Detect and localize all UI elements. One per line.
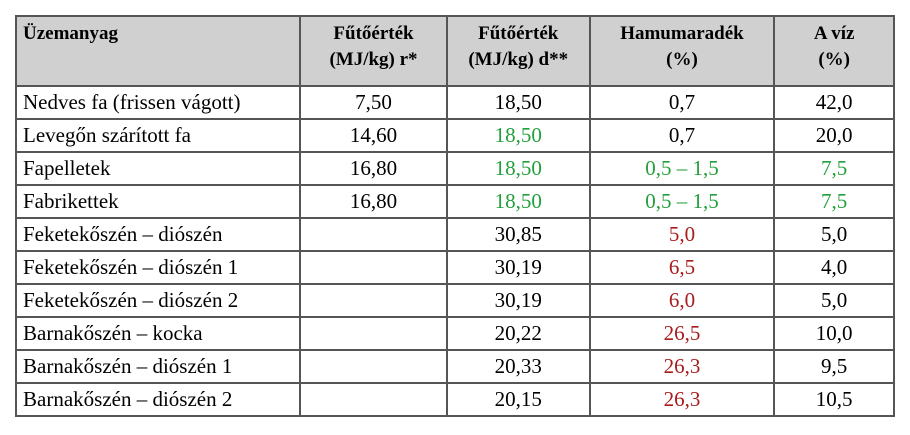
column-header: Fűtőérték (MJ/kg) d** bbox=[445, 15, 591, 87]
table-row: Levegőn szárított fa 14,60 18,50 0,7 20,0 bbox=[14, 118, 895, 153]
fuel-name: Feketekőszén – diószén 1 bbox=[14, 250, 302, 285]
table-cell: 7,5 bbox=[773, 151, 895, 186]
table-cell: 30,19 bbox=[445, 250, 591, 285]
table-row: Nedves fa (frissen vágott) 7,50 18,50 0,7 42… bbox=[14, 85, 895, 120]
table-cell: 7,5 bbox=[773, 184, 895, 219]
table-cell: 18,50 bbox=[445, 118, 591, 153]
header-row: Üzemanyag Fűtőérték (MJ/kg) r* Fűtőérték (… bbox=[14, 15, 895, 87]
fuel-name: Nedves fa (frissen vágott) bbox=[14, 85, 302, 120]
table-row: Barnakőszén – diószén 2 20,15 26,3 10,5 bbox=[14, 382, 895, 417]
table-cell: 10,0 bbox=[773, 316, 895, 351]
fuel-name: Levegőn szárított fa bbox=[14, 118, 302, 153]
table-row: Feketekőszén – diószén 30,85 5,0 5,0 bbox=[14, 217, 895, 252]
table-cell: 0,7 bbox=[588, 85, 776, 120]
table-cell: 26,5 bbox=[588, 316, 776, 351]
column-header: A víz (%) bbox=[773, 15, 895, 87]
table-cell: 5,0 bbox=[588, 217, 776, 252]
table-cell bbox=[299, 283, 448, 318]
table-cell: 0,5 – 1,5 bbox=[588, 151, 776, 186]
fuel-name: Barnakőszén – kocka bbox=[14, 316, 302, 351]
table-cell: 5,0 bbox=[773, 283, 895, 318]
table-cell: 18,50 bbox=[445, 85, 591, 120]
table-row: Feketekőszén – diószén 1 30,19 6,5 4,0 bbox=[14, 250, 895, 285]
table-cell: 0,5 – 1,5 bbox=[588, 184, 776, 219]
table-cell: 14,60 bbox=[299, 118, 448, 153]
fuel-name: Fapelletek bbox=[14, 151, 302, 186]
table-cell: 9,5 bbox=[773, 349, 895, 384]
table-row: Feketekőszén – diószén 2 30,19 6,0 5,0 bbox=[14, 283, 895, 318]
table-cell bbox=[299, 316, 448, 351]
table-cell: 26,3 bbox=[588, 382, 776, 417]
column-header: Hamumaradék (%) bbox=[588, 15, 776, 87]
table-cell: 5,0 bbox=[773, 217, 895, 252]
table-cell: 0,7 bbox=[588, 118, 776, 153]
table-row: Fapelletek 16,80 18,50 0,5 – 1,5 7,5 bbox=[14, 151, 895, 186]
table-cell: 16,80 bbox=[299, 184, 448, 219]
fuel-name: Fabrikettek bbox=[14, 184, 302, 219]
table-cell: 30,85 bbox=[445, 217, 591, 252]
table-row: Fabrikettek 16,80 18,50 0,5 – 1,5 7,5 bbox=[14, 184, 895, 219]
table-cell: 18,50 bbox=[445, 184, 591, 219]
table-cell bbox=[299, 250, 448, 285]
table-cell: 26,3 bbox=[588, 349, 776, 384]
table-cell bbox=[299, 349, 448, 384]
table-row: Barnakőszén – diószén 1 20,33 26,3 9,5 bbox=[14, 349, 895, 384]
table-cell: 6,0 bbox=[588, 283, 776, 318]
table-cell: 20,22 bbox=[445, 316, 591, 351]
table-cell bbox=[299, 217, 448, 252]
table-cell: 20,0 bbox=[773, 118, 895, 153]
table-cell: 16,80 bbox=[299, 151, 448, 186]
table-body: Nedves fa (frissen vágott) 7,50 18,50 0,7 42… bbox=[14, 85, 895, 417]
table-cell: 10,5 bbox=[773, 382, 895, 417]
table-cell: 18,50 bbox=[445, 151, 591, 186]
table-cell: 42,0 bbox=[773, 85, 895, 120]
table-cell: 20,15 bbox=[445, 382, 591, 417]
table-cell: 6,5 bbox=[588, 250, 776, 285]
table-cell bbox=[299, 382, 448, 417]
fuel-name: Barnakőszén – diószén 2 bbox=[14, 382, 302, 417]
table-row: Barnakőszén – kocka 20,22 26,5 10,0 bbox=[14, 316, 895, 351]
table-cell: 20,33 bbox=[445, 349, 591, 384]
table-cell: 4,0 bbox=[773, 250, 895, 285]
fuel-name: Barnakőszén – diószén 1 bbox=[14, 349, 302, 384]
table-cell: 7,50 bbox=[299, 85, 448, 120]
column-header: Üzemanyag bbox=[14, 15, 302, 87]
fuel-name: Feketekőszén – diószén 2 bbox=[14, 283, 302, 318]
column-header: Fűtőérték (MJ/kg) r* bbox=[299, 15, 448, 87]
fuel-name: Feketekőszén – diószén bbox=[14, 217, 302, 252]
fuel-table: Üzemanyag Fűtőérték (MJ/kg) r* Fűtőérték (… bbox=[14, 15, 895, 417]
table-cell: 30,19 bbox=[445, 283, 591, 318]
